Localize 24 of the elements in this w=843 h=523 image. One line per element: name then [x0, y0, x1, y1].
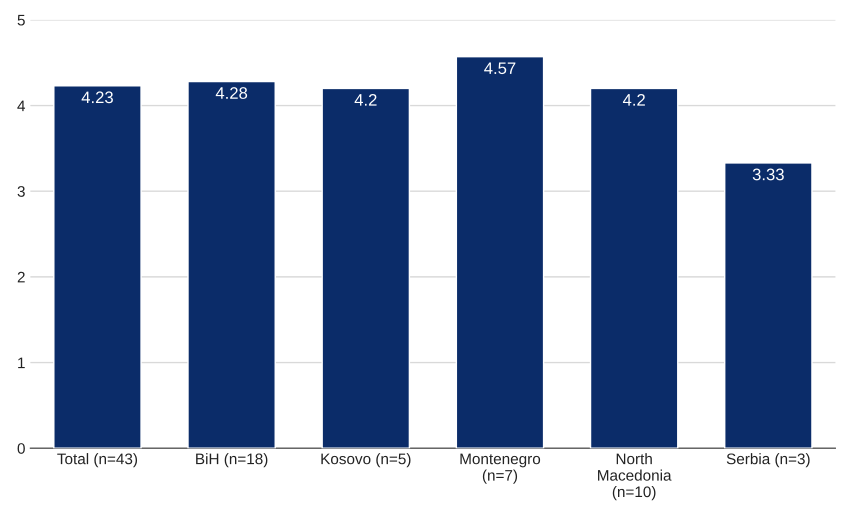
x-tick-label: BiH (n=18)	[196, 453, 268, 468]
data-label: 4.2	[354, 94, 377, 106]
x-tick-label: North Macedonia (n=10)	[598, 453, 672, 500]
data-label: 4.23	[82, 91, 113, 104]
data-label: 4.2	[622, 94, 645, 106]
bar	[53, 85, 142, 448]
x-tick-label: Serbia (n=3)	[726, 453, 810, 468]
y-tick-label: 4	[17, 100, 26, 112]
y-tick-label: 1	[18, 358, 25, 368]
bar	[187, 80, 276, 448]
bar	[590, 88, 678, 448]
x-tick-label: Kosovo (n=5)	[321, 453, 410, 468]
bar	[456, 56, 544, 448]
y-tick-label: 5	[18, 14, 25, 26]
bar	[724, 162, 813, 448]
bar	[321, 88, 410, 448]
y-tick-label: 0	[18, 443, 25, 454]
data-label: 4.28	[216, 87, 248, 99]
data-label: 3.33	[752, 168, 784, 180]
data-label: 4.57	[484, 62, 516, 74]
x-tick-label: Montenegro (n=7)	[460, 454, 540, 484]
x-tick-label: Total (n=43)	[57, 453, 138, 468]
y-tick-label: 2	[18, 272, 25, 282]
y-tick-label: 3	[18, 186, 25, 197]
